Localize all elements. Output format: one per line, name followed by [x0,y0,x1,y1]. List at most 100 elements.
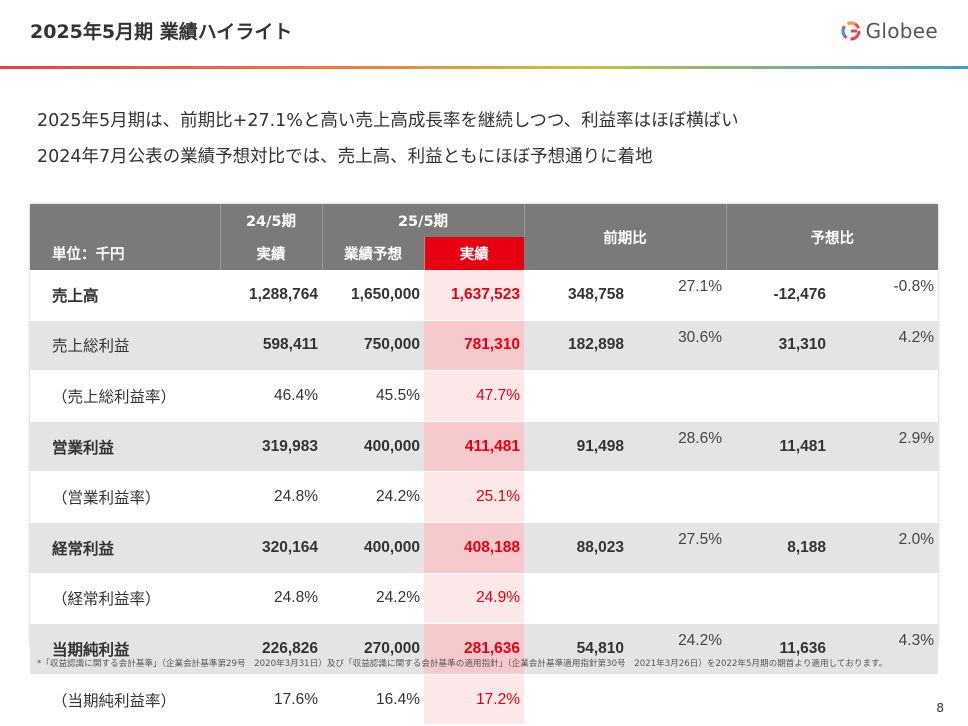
cell-fc-pct: 4.3% [830,623,939,675]
table-row: 経常利益 320,164 400,000 408,188 88,023 27.5… [30,522,939,574]
cell-actual-25: 411,481 [424,421,525,473]
subheader-actual-24: 実績 [220,237,323,270]
cell-fc-amount: 8,188 [726,522,831,574]
cell-yoy-pct: 27.5% [628,522,727,574]
cell-actual-24: 320,164 [220,522,322,574]
cell-actual-24: 226,826 [220,623,322,675]
table-row: （営業利益率） 24.8% 24.2% 25.1% [30,471,939,523]
col-header-25: 25/5期 [322,204,525,237]
footnote: *「収益認識に関する会計基準」（企業会計基準第29号 2020年3月31日）及び… [37,659,888,669]
cell-yoy-pct: 24.2% [628,623,727,675]
cell-yoy-pct: 30.6% [628,320,727,372]
gradient-divider [0,66,968,69]
cell-actual-25: 47.7% [424,370,525,422]
page-number: 8 [936,701,944,715]
cell-actual-24: 598,411 [220,320,322,372]
cell-actual-25: 25.1% [424,471,525,523]
table-row: 当期純利益 226,826 270,000 281,636 54,810 24.… [30,623,939,675]
cell-fc-pct [830,674,939,726]
row-label: 売上総利益 [30,320,220,372]
cell-yoy-amount: 182,898 [524,320,629,372]
row-label: 当期純利益 [30,623,220,675]
row-label: （売上総利益率） [30,370,220,422]
cell-fc-pct [830,471,939,523]
unit-label: 単位：千円 [30,204,221,270]
globee-logo: Globee [840,19,938,43]
cell-fc-pct: -0.8% [830,270,939,321]
cell-actual-25: 17.2% [424,674,525,726]
cell-fc-amount [726,471,831,523]
row-label: （営業利益率） [30,471,220,523]
table-row: （経常利益率） 24.8% 24.2% 24.9% [30,573,939,625]
cell-fc-amount [726,370,831,422]
slide-header: 2025年5月期 業績ハイライト Globee [0,0,968,66]
page-title: 2025年5月期 業績ハイライト [30,21,293,43]
row-label: 売上高 [30,270,220,321]
cell-yoy-amount: 88,023 [524,522,629,574]
cell-forecast-25: 400,000 [322,522,424,574]
table-row: 売上総利益 598,411 750,000 781,310 182,898 30… [30,320,939,372]
cell-forecast-25: 24.2% [322,573,424,625]
table-row: 売上高 1,288,764 1,650,000 1,637,523 348,75… [30,270,939,321]
cell-yoy-pct [628,471,727,523]
cell-yoy-amount: 91,498 [524,421,629,473]
cell-forecast-25: 1,650,000 [322,270,424,321]
cell-fc-amount: -12,476 [726,270,831,321]
cell-yoy-pct: 27.1% [628,270,727,321]
results-table: 単位：千円 24/5期 25/5期 前期比 予想比 実績 業績予想 実績 売上高… [30,204,939,726]
cell-fc-amount [726,674,831,726]
cell-fc-pct: 4.2% [830,320,939,372]
cell-fc-pct: 2.9% [830,421,939,473]
cell-actual-25: 281,636 [424,623,525,675]
cell-yoy-pct [628,674,727,726]
cell-actual-24: 1,288,764 [220,270,322,321]
cell-actual-24: 24.8% [220,471,322,523]
cell-yoy-amount: 54,810 [524,623,629,675]
cell-yoy-pct [628,370,727,422]
cell-yoy-pct: 28.6% [628,421,727,473]
cell-fc-pct: 2.0% [830,522,939,574]
cell-yoy-amount [524,471,629,523]
cell-yoy-pct [628,573,727,625]
cell-fc-amount: 11,481 [726,421,831,473]
cell-fc-amount: 31,310 [726,320,831,372]
cell-yoy-amount [524,674,629,726]
cell-yoy-amount: 348,758 [524,270,629,321]
col-header-vs-forecast: 予想比 [726,204,939,270]
cell-actual-24: 46.4% [220,370,322,422]
cell-forecast-25: 750,000 [322,320,424,372]
cell-yoy-amount [524,370,629,422]
table-row: 営業利益 319,983 400,000 411,481 91,498 28.6… [30,421,939,473]
cell-fc-amount: 11,636 [726,623,831,675]
row-label: 営業利益 [30,421,220,473]
logo-text: Globee [865,19,938,43]
row-label: （経常利益率） [30,573,220,625]
cell-actual-25: 408,188 [424,522,525,574]
cell-actual-24: 24.8% [220,573,322,625]
cell-fc-pct [830,573,939,625]
cell-forecast-25: 45.5% [322,370,424,422]
table-row: （当期純利益率） 17.6% 16.4% 17.2% [30,674,939,726]
cell-actual-24: 319,983 [220,421,322,473]
subheader-forecast-25: 業績予想 [322,237,425,270]
col-header-yoy: 前期比 [524,204,727,270]
row-label: 経常利益 [30,522,220,574]
headline-2: 2024年7月公表の業績予想対比では、売上高、利益ともにほぼ予想通りに着地 [37,147,653,167]
table-row: （売上総利益率） 46.4% 45.5% 47.7% [30,370,939,422]
headline-1: 2025年5月期は、前期比+27.1%と高い売上高成長率を継続しつつ、利益率はほ… [37,111,739,131]
cell-actual-24: 17.6% [220,674,322,726]
cell-actual-25: 781,310 [424,320,525,372]
cell-forecast-25: 24.2% [322,471,424,523]
cell-forecast-25: 270,000 [322,623,424,675]
results-table-container: 単位：千円 24/5期 25/5期 前期比 予想比 実績 業績予想 実績 売上高… [30,204,939,726]
subheader-actual-25: 実績 [424,237,525,270]
cell-fc-amount [726,573,831,625]
cell-actual-25: 1,637,523 [424,270,525,321]
row-label: （当期純利益率） [30,674,220,726]
cell-yoy-amount [524,573,629,625]
cell-forecast-25: 400,000 [322,421,424,473]
cell-fc-pct [830,370,939,422]
cell-actual-25: 24.9% [424,573,525,625]
globee-logo-icon [841,21,861,41]
cell-forecast-25: 16.4% [322,674,424,726]
